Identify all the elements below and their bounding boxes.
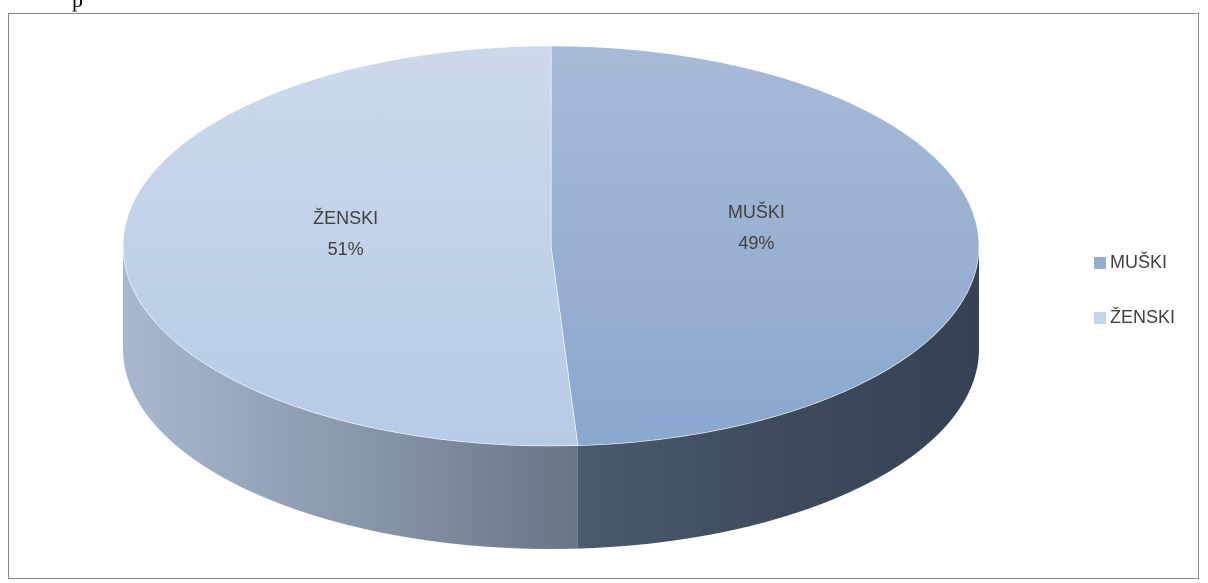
chart-area: MUŠKI 49% ŽENSKI 51% MUŠKI ŽENSKI: [8, 13, 1199, 579]
legend-label-muski: MUŠKI: [1110, 252, 1168, 272]
pie-chart: MUŠKI 49% ŽENSKI 51%: [122, 45, 980, 549]
pie-side-muski: [577, 246, 979, 549]
slice-percent-zenski: 51%: [328, 239, 364, 259]
legend-item-zenski: ŽENSKI: [1094, 304, 1175, 331]
pie-side-zenski: [123, 246, 578, 549]
slice-label-zenski: ŽENSKI: [313, 208, 378, 228]
pie-slice-zenski: [122, 45, 579, 447]
legend-label-zenski: ŽENSKI: [1110, 307, 1176, 327]
legend: MUŠKI ŽENSKI: [1094, 249, 1175, 359]
legend-swatch-zenski: [1094, 311, 1106, 324]
legend-swatch-muski: [1094, 256, 1106, 269]
pie-slice-muski: [550, 45, 980, 446]
slice-label-muski: MUŠKI: [728, 201, 785, 222]
stray-text: p: [72, 0, 83, 13]
slice-percent-muski: 49%: [738, 233, 774, 253]
legend-item-muski: MUŠKI: [1094, 249, 1175, 276]
